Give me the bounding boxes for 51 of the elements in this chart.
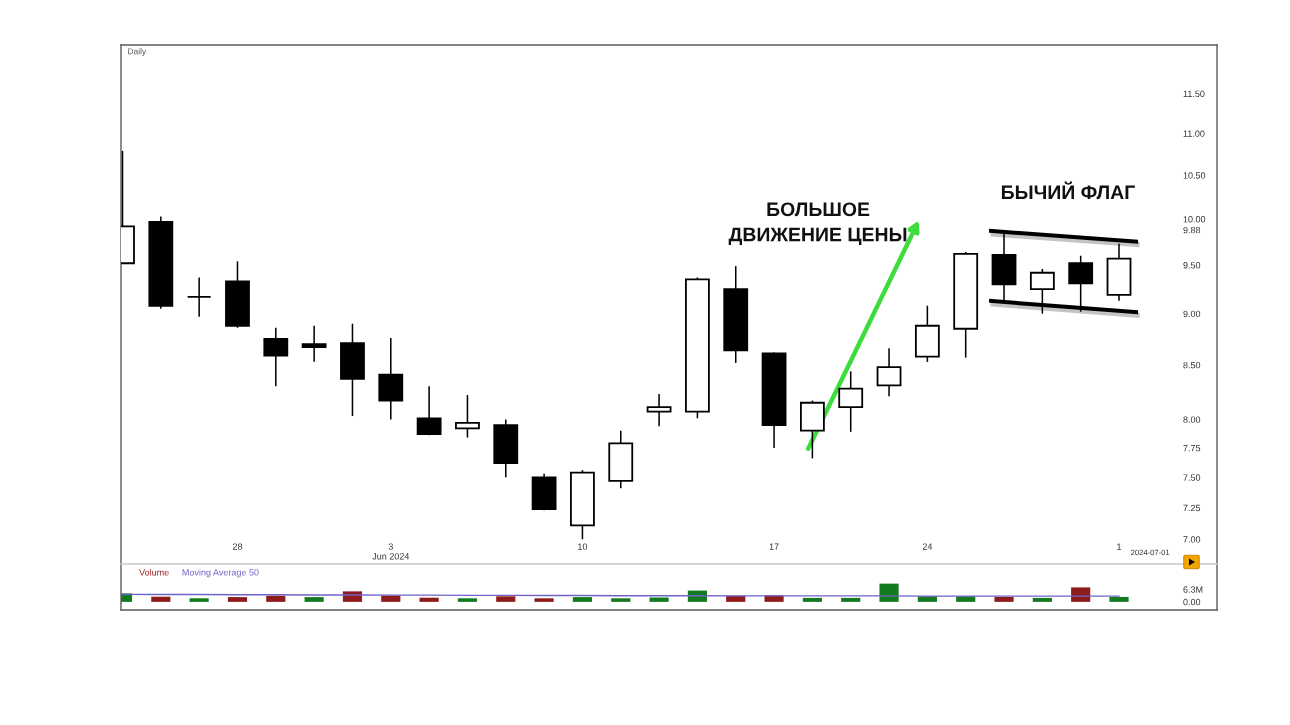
candlestick — [876, 347, 902, 397]
y-tick-label: 6.3M — [1183, 586, 1203, 593]
x-tick-label: 1 — [1117, 543, 1122, 550]
series-label: Moving Average 50 — [182, 568, 259, 578]
y-tick-label: 7.50 — [1183, 474, 1201, 481]
candlestick — [838, 370, 864, 433]
y-tick-label: 7.75 — [1183, 444, 1201, 452]
bar — [841, 597, 861, 602]
y-tick-label: 10.50 — [1183, 172, 1206, 179]
bar — [994, 596, 1014, 602]
chart-title: Daily — [128, 48, 147, 56]
y-tick-label: 11.00 — [1183, 130, 1205, 137]
y-tick-label: 7.00 — [1183, 536, 1201, 543]
candlestick — [301, 324, 327, 363]
x-tick-label: 10 — [578, 543, 588, 550]
bar — [1032, 597, 1052, 602]
annotation: БОЛЬШОЕ ДВИЖЕНИЕ ЦЕНЫ — [728, 202, 907, 246]
x-tick-label: 28 — [232, 543, 243, 550]
y-tick-label: 11.50 — [1183, 90, 1205, 97]
y-tick-label: 9.00 — [1183, 310, 1201, 318]
candlestick — [186, 276, 212, 318]
candlestick — [416, 385, 442, 437]
bar — [227, 597, 248, 602]
x-tick-label: 17 — [769, 543, 779, 550]
bar — [572, 597, 593, 602]
x-tick-label: 24 — [922, 543, 933, 550]
bar — [534, 598, 554, 602]
y-tick-label: 0.00 — [1183, 598, 1201, 606]
y-tick-label: 8.50 — [1183, 361, 1201, 369]
x-tick-label: 3 Jun 2024 — [372, 543, 410, 560]
candlestick — [263, 326, 289, 388]
y-tick-label: 10.00 — [1183, 216, 1206, 223]
candlestick — [646, 393, 672, 427]
y-tick-label: 9.88 — [1183, 226, 1201, 234]
bar — [802, 597, 822, 602]
bar — [457, 598, 478, 602]
bar — [1109, 596, 1129, 602]
text: Volume — [139, 568, 169, 576]
y-tick-label: 8.00 — [1183, 416, 1201, 423]
y-tick-label: 9.50 — [1183, 262, 1201, 269]
bar — [151, 596, 171, 602]
bar — [611, 598, 631, 602]
candlestick — [455, 394, 480, 439]
y-tick-label: 7.25 — [1183, 504, 1201, 512]
bar — [649, 597, 669, 602]
bar — [304, 597, 324, 602]
annotation: БЫЧИЙ ФЛАГ — [1001, 181, 1135, 200]
bar — [496, 596, 516, 602]
bar — [266, 595, 286, 602]
bar — [189, 598, 209, 602]
bar — [419, 597, 439, 602]
